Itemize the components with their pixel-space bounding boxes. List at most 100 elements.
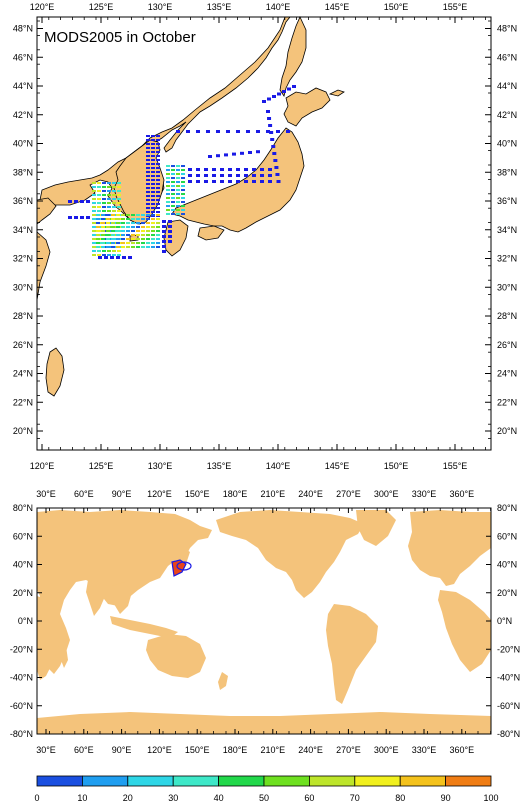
global-lat-label-left: -40°N xyxy=(10,673,33,683)
observation-block xyxy=(97,182,101,184)
observation-block xyxy=(228,174,232,177)
observation-block xyxy=(146,191,150,193)
observation-block xyxy=(260,180,264,183)
observation-block xyxy=(156,218,160,220)
africa-east xyxy=(438,590,491,672)
regional-lon-label-top: 155°E xyxy=(443,2,468,12)
kuril-tip xyxy=(328,89,345,97)
global-lat-label-right: -60°N xyxy=(497,701,520,711)
southeast-asia xyxy=(112,582,132,614)
observation-block xyxy=(117,190,121,192)
observation-block xyxy=(260,168,264,171)
observation-block xyxy=(126,246,130,248)
observation-block xyxy=(102,202,106,204)
observation-block xyxy=(156,226,160,228)
observation-block xyxy=(156,222,160,224)
observation-block xyxy=(107,198,111,200)
observation-block xyxy=(111,234,115,236)
observation-block xyxy=(171,205,175,207)
global-lat-label-left: 20°N xyxy=(13,588,33,598)
observation-block xyxy=(146,163,150,165)
observation-block xyxy=(176,197,180,199)
observation-block xyxy=(97,206,101,208)
regional-lat-label-right: 28°N xyxy=(497,311,517,321)
observation-block xyxy=(68,216,72,219)
observation-block xyxy=(162,240,166,243)
observation-block xyxy=(156,163,160,165)
observation-block xyxy=(162,245,166,248)
observation-block xyxy=(92,242,96,244)
observation-block xyxy=(151,163,155,165)
observation-block xyxy=(204,174,208,177)
observation-block xyxy=(92,226,96,228)
observation-block xyxy=(146,135,150,137)
observation-block xyxy=(96,242,100,244)
regional-lon-label-top: 125°E xyxy=(89,2,114,12)
colorbar-label: 100 xyxy=(483,793,498,803)
observation-block xyxy=(266,130,270,133)
observation-block xyxy=(131,226,135,228)
global-lon-label-top: 360°E xyxy=(449,489,474,499)
global-lon-label-top: 90°E xyxy=(112,489,132,499)
honshu xyxy=(171,127,305,233)
observation-block xyxy=(111,226,115,228)
global-lon-label-top: 60°E xyxy=(74,489,94,499)
observation-block xyxy=(106,242,110,244)
observation-block xyxy=(131,234,135,236)
observation-block xyxy=(156,183,160,185)
observation-block xyxy=(272,95,276,98)
observation-block xyxy=(171,213,175,215)
observation-block xyxy=(146,222,150,224)
observation-block xyxy=(151,238,155,240)
observation-block xyxy=(287,87,291,91)
observation-block xyxy=(92,246,96,248)
observation-block xyxy=(112,206,116,208)
observation-block xyxy=(156,238,160,240)
observation-block xyxy=(141,222,145,224)
observation-block xyxy=(156,139,160,141)
regional-lat-label-right: 46°N xyxy=(497,52,517,62)
map-title: MODS2005 in October xyxy=(44,29,196,46)
observation-block xyxy=(188,180,192,183)
observation-block xyxy=(116,214,120,216)
observation-block xyxy=(171,197,175,199)
observation-block xyxy=(96,230,100,232)
observation-block xyxy=(252,168,256,171)
observation-block xyxy=(136,218,140,220)
observation-block xyxy=(156,171,160,173)
observation-block xyxy=(141,238,145,240)
observation-block xyxy=(111,238,115,240)
global-lon-label-top: 210°E xyxy=(260,489,285,499)
observation-block xyxy=(166,197,170,199)
observation-block xyxy=(92,218,96,220)
observation-block xyxy=(131,238,135,240)
colorbar-label: 70 xyxy=(350,793,360,803)
observation-block xyxy=(117,182,121,184)
observation-block xyxy=(116,226,120,228)
observation-block xyxy=(141,246,145,248)
observation-block xyxy=(181,205,185,207)
observation-block xyxy=(228,168,232,171)
global-lat-label-right: -40°N xyxy=(497,673,520,683)
observation-block xyxy=(151,167,155,169)
observation-block xyxy=(92,182,96,184)
observation-block xyxy=(146,242,150,244)
observation-block xyxy=(196,130,200,133)
observation-block xyxy=(166,173,170,175)
global-lon-label-top: 330°E xyxy=(412,489,437,499)
observation-block xyxy=(146,139,150,141)
observation-block xyxy=(244,174,248,177)
observation-block xyxy=(117,194,121,196)
observation-block xyxy=(176,193,180,195)
observation-block xyxy=(166,169,170,171)
colorbar-label: 40 xyxy=(214,793,224,803)
regional-lon-label-bottom: 140°E xyxy=(266,461,291,471)
observation-block xyxy=(162,230,166,233)
track-blue-outline xyxy=(176,561,192,571)
observation-block xyxy=(146,199,150,201)
observation-block xyxy=(156,242,160,244)
regional-lon-label-top: 135°E xyxy=(207,2,232,12)
observation-block xyxy=(168,240,172,243)
observation-block xyxy=(112,250,116,252)
observation-block xyxy=(126,242,130,244)
